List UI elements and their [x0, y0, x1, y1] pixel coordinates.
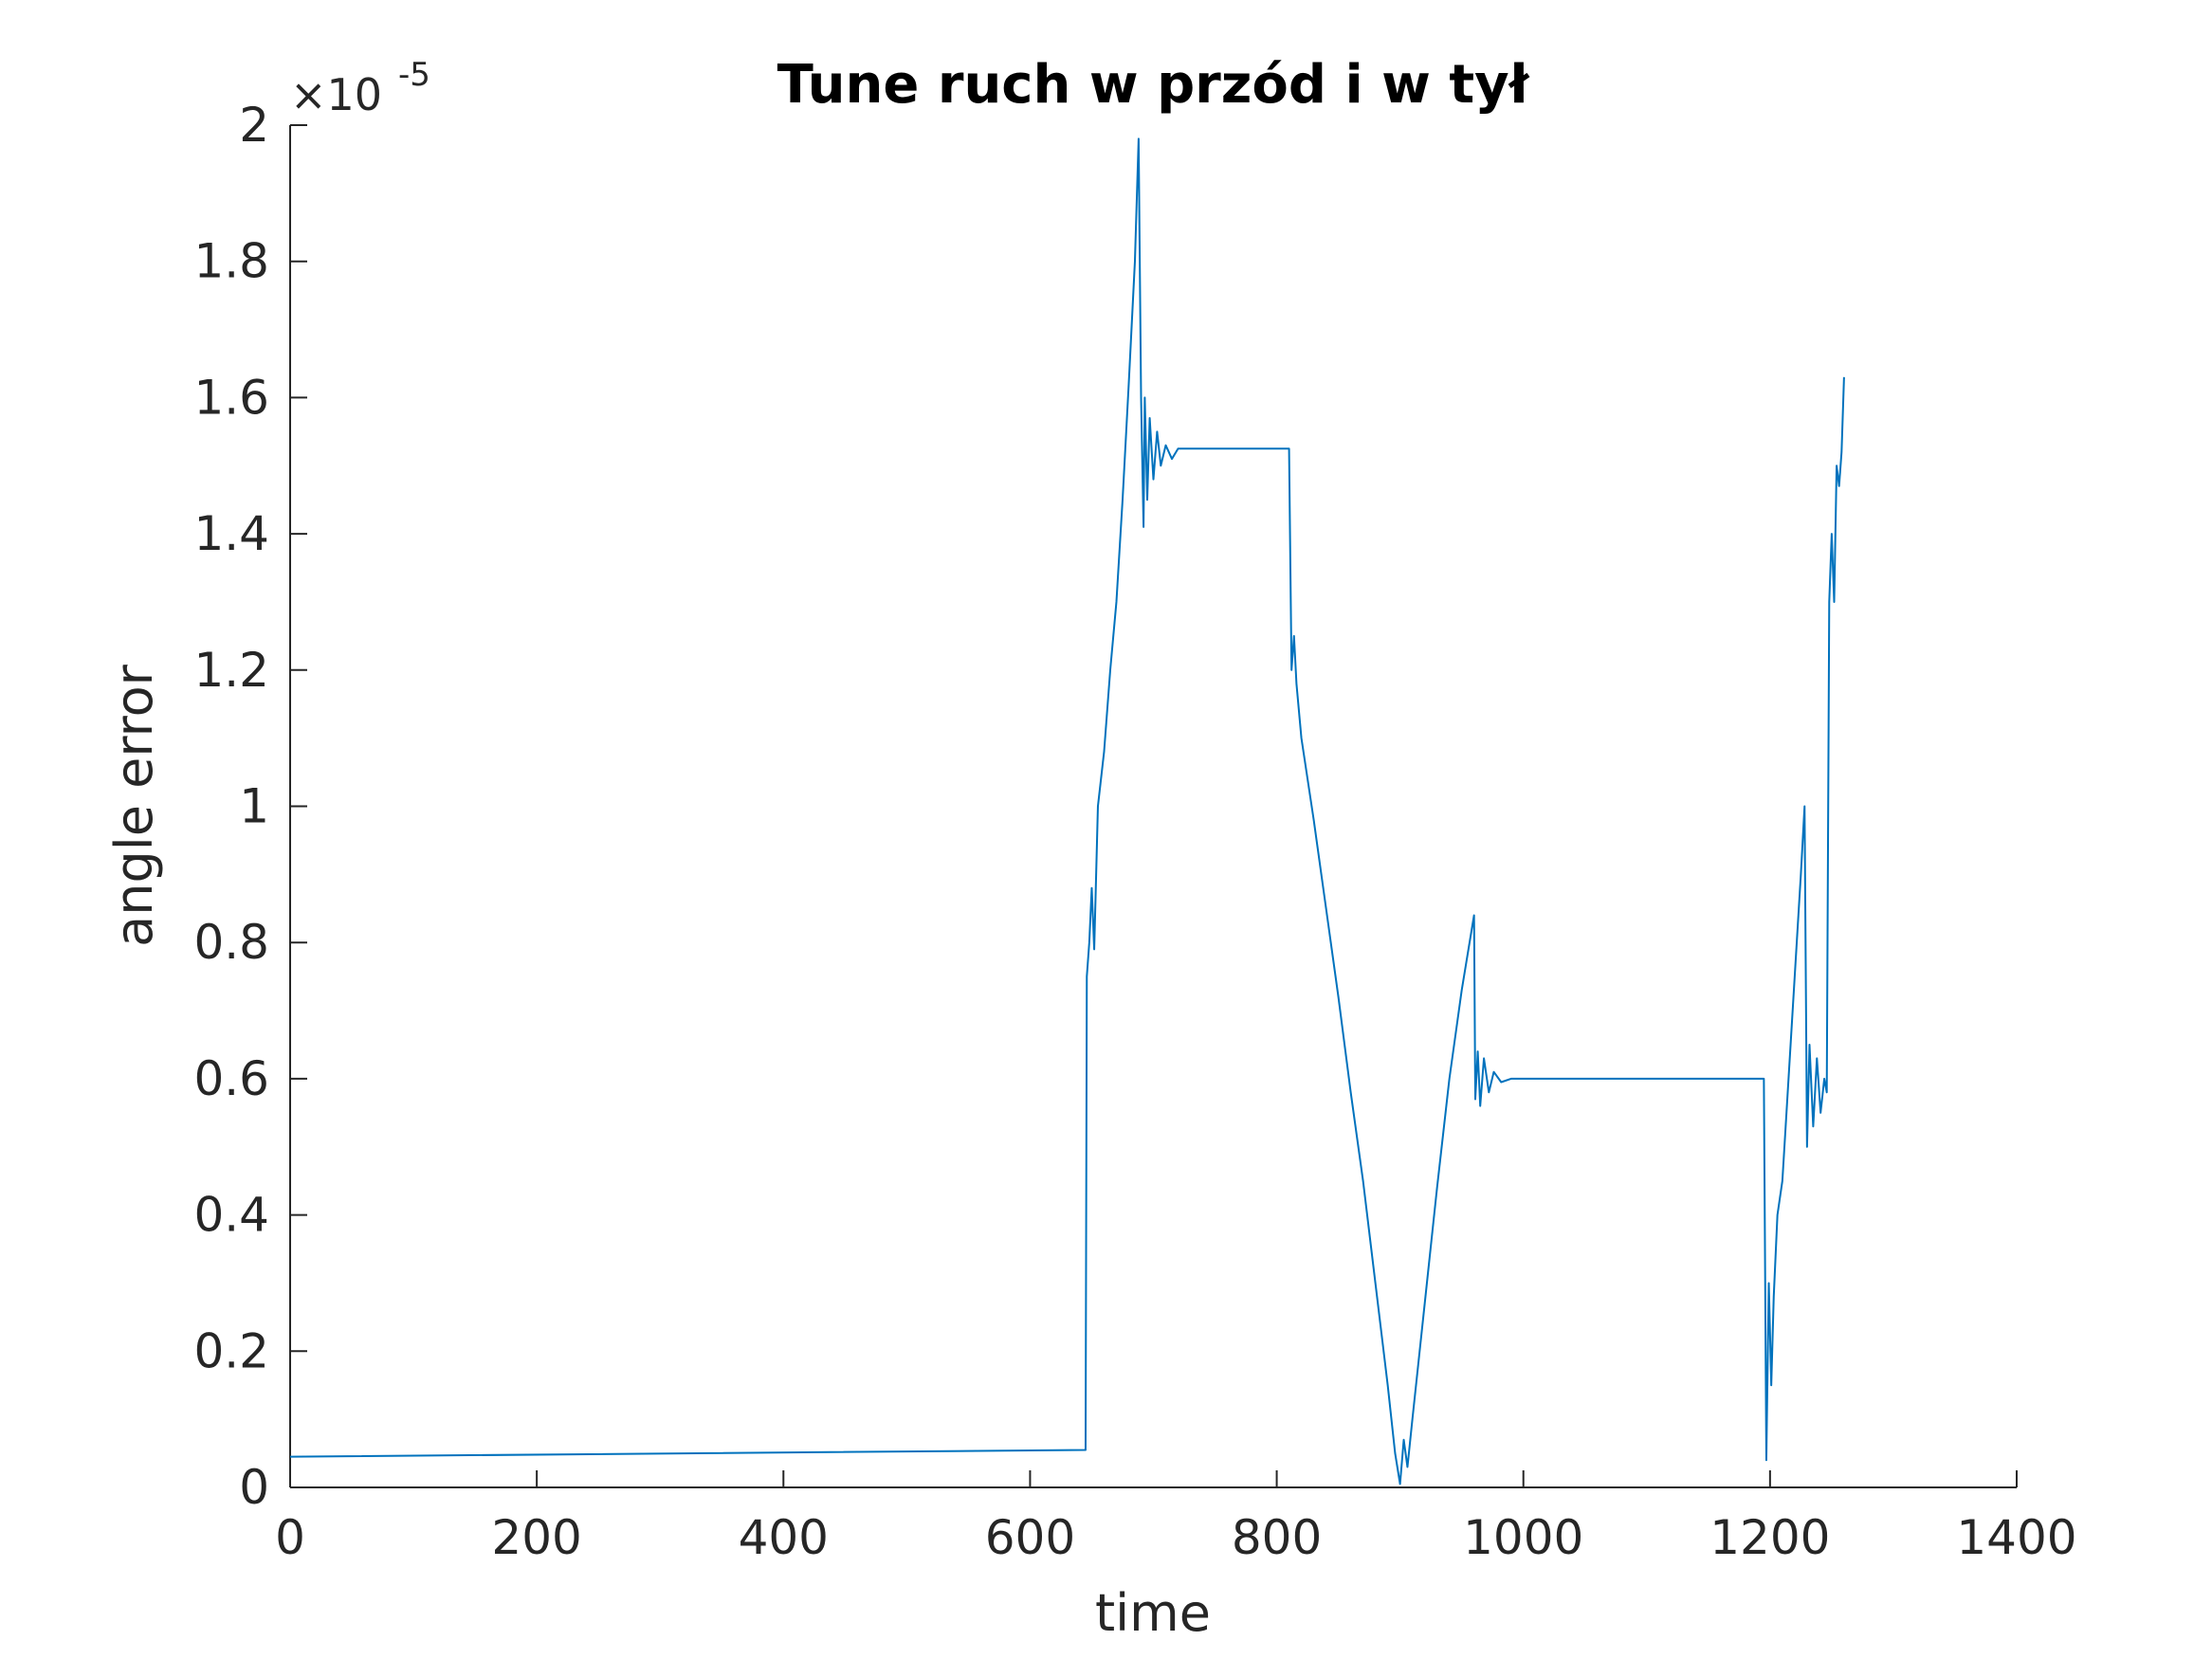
- x-axis-label: time: [1095, 1583, 1211, 1643]
- y-tick-label: 0.8: [193, 915, 269, 970]
- x-tick-label: 800: [1232, 1510, 1322, 1565]
- x-tick-label: 0: [275, 1510, 305, 1565]
- x-tick-label: 600: [985, 1510, 1075, 1565]
- y-tick-label: 1.2: [193, 643, 269, 698]
- y-axis-label: angle error: [104, 664, 164, 947]
- y-tick-label: 0.6: [193, 1051, 269, 1106]
- x-tick-label: 1400: [1956, 1510, 2076, 1565]
- y-exponent-base: ×10: [290, 69, 382, 120]
- chart-title: Tune ruch w przód i w tył: [777, 54, 1530, 116]
- y-tick-label: 1.8: [193, 234, 269, 289]
- x-tick-label: 1000: [1463, 1510, 1583, 1565]
- y-tick-label: 0.4: [193, 1188, 269, 1243]
- y-tick-label: 1.4: [193, 506, 269, 561]
- y-tick-label: 2: [239, 98, 269, 153]
- y-tick-label: 0: [239, 1460, 269, 1515]
- y-tick-label: 0.2: [193, 1323, 269, 1378]
- x-tick-label: 400: [739, 1510, 829, 1565]
- data-line: [289, 137, 1845, 1486]
- y-tick-label: 1: [239, 779, 269, 834]
- y-tick-label: 1.6: [193, 370, 269, 425]
- x-tick-label: 1200: [1709, 1510, 1830, 1565]
- y-exponent: -5: [398, 56, 430, 94]
- x-tick-label: 200: [491, 1510, 581, 1565]
